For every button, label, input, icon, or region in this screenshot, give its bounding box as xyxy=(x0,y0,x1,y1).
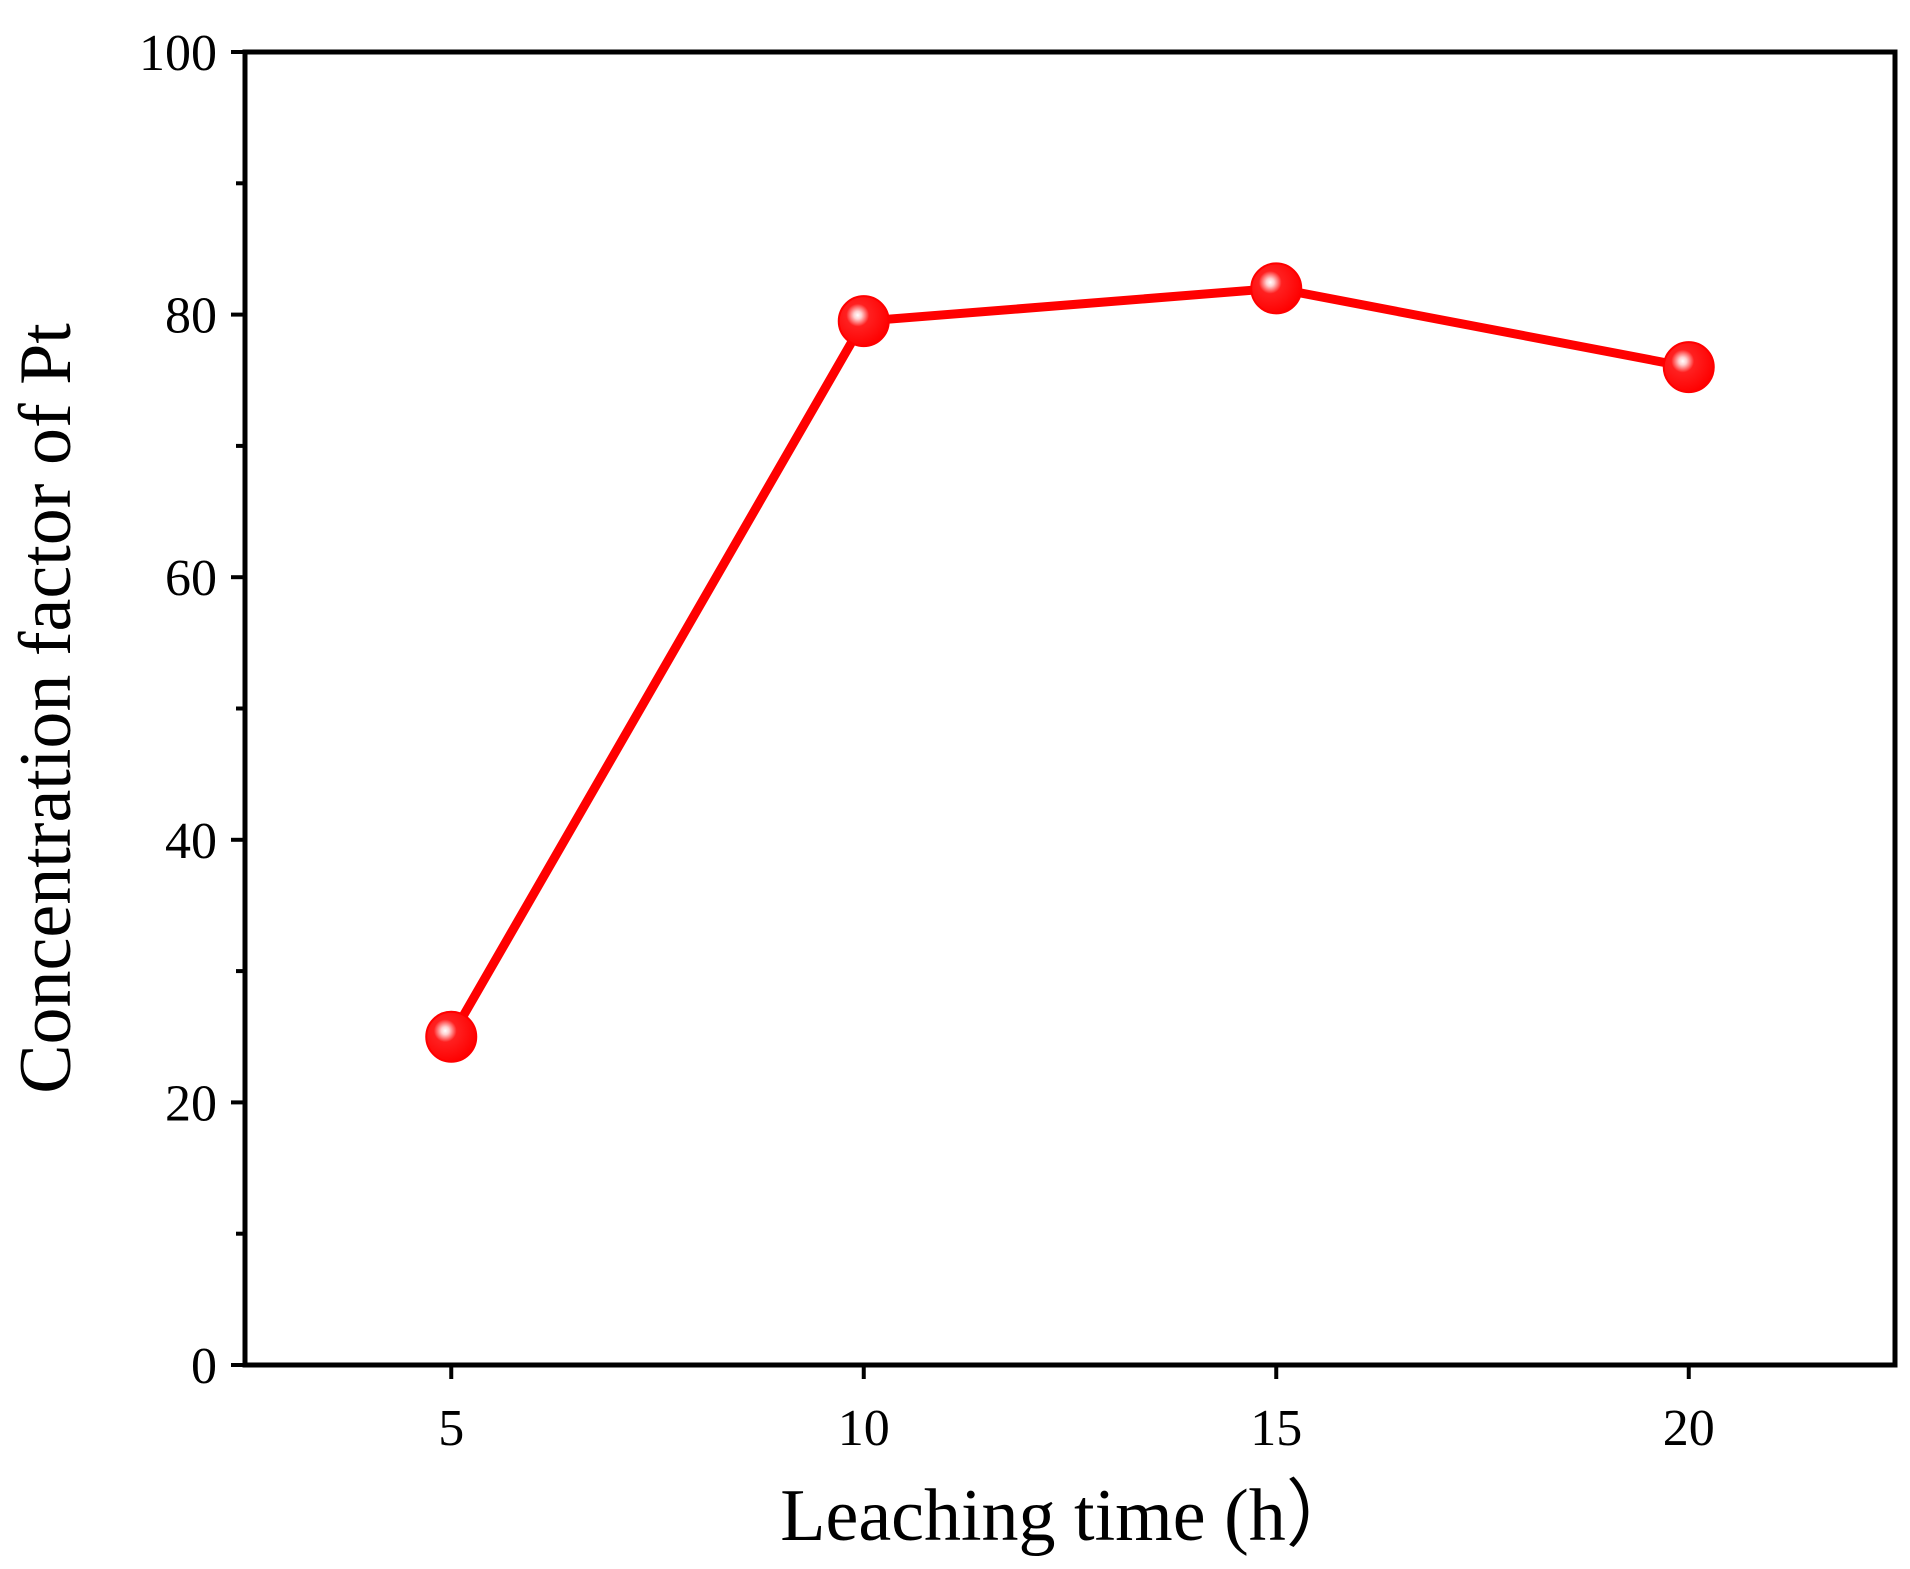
y-tick-label-20: 20 xyxy=(165,1075,217,1132)
data-point-x10 xyxy=(837,295,890,348)
data-point-x20 xyxy=(1662,341,1715,394)
y-tick-label-60: 60 xyxy=(165,550,217,607)
y-tick-label-0: 0 xyxy=(191,1338,217,1395)
y-tick-label-80: 80 xyxy=(165,288,217,345)
y-axis-label: Concentration factor of Pt xyxy=(5,323,87,1094)
series-line-0 xyxy=(446,283,1694,1042)
y-tick-label-100: 100 xyxy=(139,25,217,82)
plot-area-frame xyxy=(242,49,1898,1368)
x-tick-label-10: 10 xyxy=(838,1400,890,1457)
data-point-x5 xyxy=(425,1010,478,1063)
data-point-x15 xyxy=(1250,262,1303,315)
series-layer xyxy=(425,262,1715,1063)
ticks-layer: 5 10 15 20 0 20 40 60 80 100 xyxy=(139,25,1715,1457)
x-tick-label-5: 5 xyxy=(438,1400,464,1457)
y-tick-label-40: 40 xyxy=(165,813,217,870)
x-axis-label: Leaching time (h） xyxy=(780,1475,1359,1557)
x-tick-label-15: 15 xyxy=(1250,1400,1302,1457)
x-tick-label-20: 20 xyxy=(1663,1400,1715,1457)
